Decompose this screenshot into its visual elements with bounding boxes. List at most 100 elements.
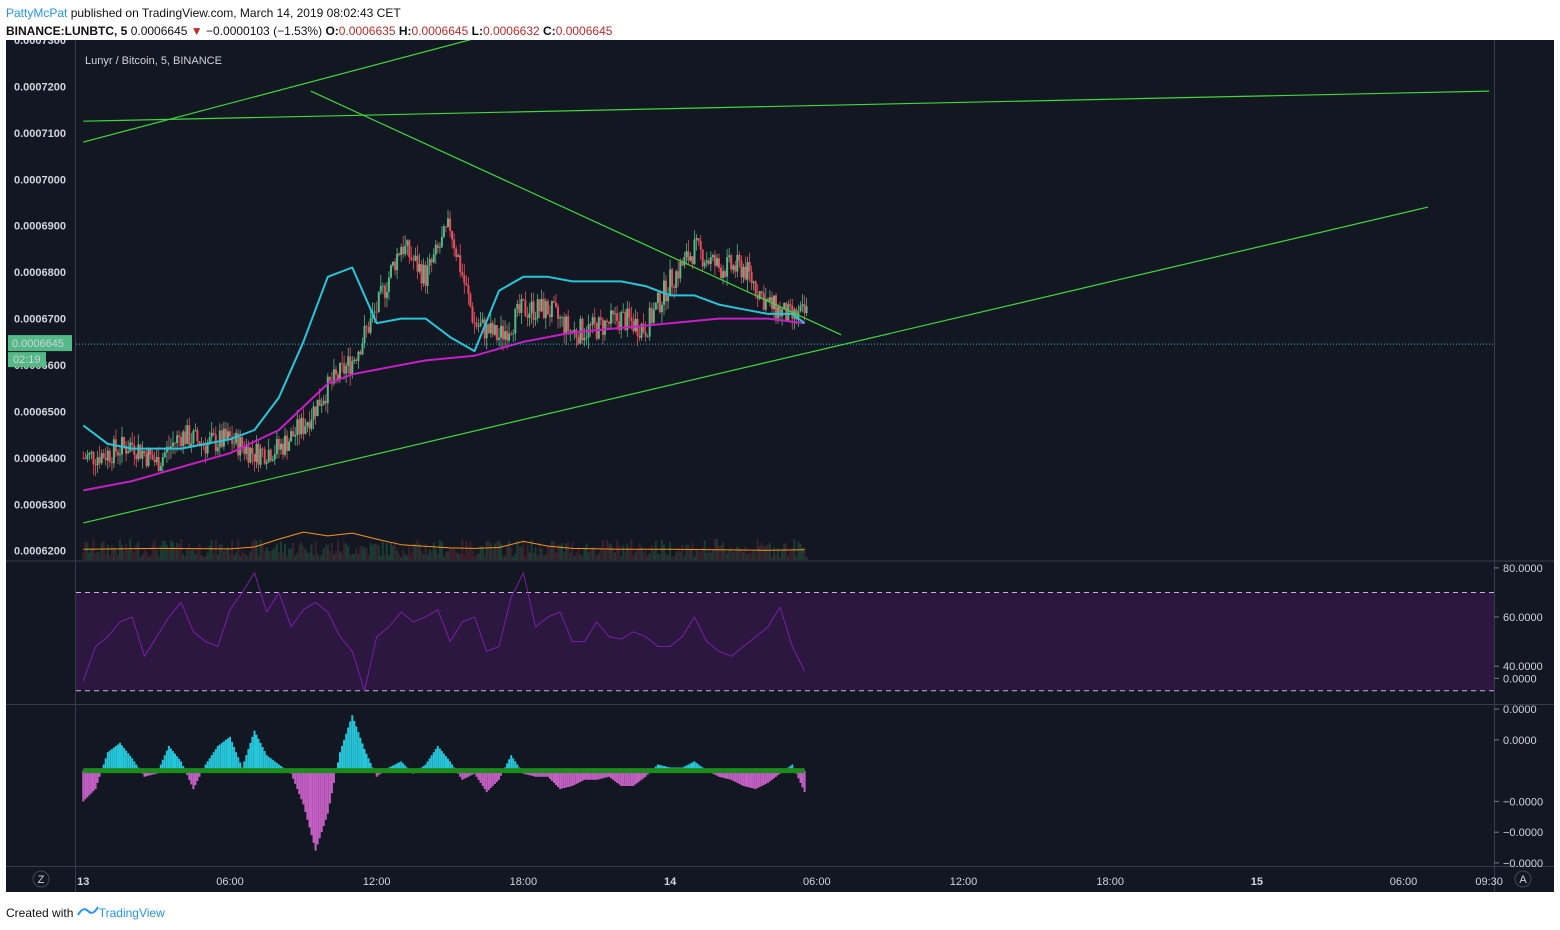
- candle-body: [465, 283, 468, 286]
- volume-bar: [477, 553, 480, 560]
- histogram-bar: [430, 755, 433, 771]
- candle-body: [404, 245, 407, 254]
- volume-bar: [339, 551, 341, 560]
- volume-bars: [82, 539, 808, 560]
- volume-bar: [565, 543, 568, 560]
- histogram-bar: [204, 764, 207, 771]
- candle-body: [149, 448, 152, 455]
- candle-body: [514, 308, 517, 334]
- candle-body: [703, 262, 706, 267]
- trendline: [83, 90, 1490, 122]
- rsi-tick-label: 80.0000: [1503, 563, 1543, 575]
- histogram-bar: [693, 761, 696, 771]
- candle-body: [379, 286, 382, 292]
- candle-body: [90, 451, 93, 453]
- candle-body: [390, 265, 392, 278]
- candle-body: [196, 430, 199, 442]
- candle-body: [131, 442, 134, 445]
- histogram-bar: [251, 736, 254, 771]
- candle-body: [141, 450, 144, 459]
- volume-bar: [644, 550, 647, 560]
- candle-body: [630, 317, 633, 321]
- volume-bar: [432, 543, 435, 560]
- histogram-bar: [546, 770, 549, 777]
- candle-body: [328, 376, 331, 381]
- volume-bar: [436, 553, 439, 560]
- volume-bar: [143, 548, 146, 560]
- histogram-bar: [165, 750, 168, 771]
- histogram-bar: [758, 770, 761, 787]
- volume-bar: [646, 556, 649, 560]
- histogram-bar: [581, 770, 584, 781]
- histogram-bar: [275, 762, 278, 771]
- volume-bar: [693, 556, 696, 560]
- candle-body: [593, 317, 596, 324]
- volume-bar: [335, 550, 337, 560]
- volume-bar: [589, 548, 592, 560]
- candle-body: [422, 264, 425, 284]
- volume-bar: [728, 550, 731, 560]
- auto-scale-button-icon[interactable]: [1514, 870, 1532, 888]
- histogram-bar: [687, 764, 690, 771]
- volume-bar: [84, 541, 87, 560]
- histogram-bar: [573, 770, 576, 785]
- volume-bar: [475, 554, 478, 560]
- candle-body: [475, 322, 478, 327]
- chart-canvas[interactable]: Lunyr / Bitcoin, 5, BINANCE 0.0007300 0.00…: [6, 40, 1554, 892]
- author-link[interactable]: PattyMcPat: [6, 6, 68, 20]
- candle-body: [343, 363, 346, 374]
- histogram-bar: [732, 770, 735, 781]
- histogram-bar: [267, 756, 270, 771]
- candle-body: [326, 376, 329, 404]
- price-change: −0.0000103 (−1.53%): [206, 24, 323, 38]
- candle-body: [263, 449, 266, 464]
- volume-bar: [302, 546, 305, 560]
- histogram-bar: [548, 770, 551, 779]
- candle-body: [758, 291, 761, 299]
- histogram-bar: [255, 734, 258, 771]
- volume-bar: [752, 550, 755, 560]
- candle-body: [616, 313, 619, 322]
- tradingview-link[interactable]: TradingView: [98, 906, 165, 920]
- candle-body: [799, 305, 802, 312]
- candle-body: [762, 293, 765, 310]
- volume-bar: [414, 543, 417, 560]
- volume-bar: [328, 551, 331, 560]
- volume-bar: [618, 545, 621, 560]
- volume-bar: [398, 553, 401, 560]
- candle-body: [86, 454, 89, 459]
- histogram-bar: [489, 770, 492, 788]
- histogram-bar: [263, 751, 266, 771]
- candle-body: [420, 264, 423, 284]
- histogram-bar: [583, 770, 586, 780]
- volume-bar: [381, 540, 384, 560]
- volume-bar: [634, 551, 637, 560]
- histogram-bar: [245, 755, 248, 771]
- volume-bar: [426, 554, 429, 560]
- candle-body: [599, 317, 602, 320]
- time-tick-label: 06:00: [1390, 876, 1418, 888]
- volume-bar: [699, 551, 702, 560]
- volume-bar: [632, 555, 635, 560]
- candle-body: [524, 300, 527, 316]
- histogram-bar: [726, 770, 729, 779]
- candle-body: [555, 302, 557, 307]
- zoom-button-icon[interactable]: [32, 870, 50, 888]
- candle-body: [194, 430, 197, 431]
- candle-body: [605, 320, 608, 322]
- candle-body: [306, 422, 309, 427]
- histogram-bar: [498, 770, 500, 780]
- volume-bar: [337, 540, 339, 560]
- volume-bar: [277, 552, 280, 560]
- volume-bar: [169, 540, 172, 560]
- histogram-bar: [510, 755, 513, 771]
- histogram-bar: [477, 770, 480, 780]
- candle-body: [567, 316, 570, 332]
- volume-bar: [524, 556, 527, 560]
- histogram-bar: [224, 739, 227, 771]
- candle-body: [789, 304, 792, 306]
- volume-bar: [94, 553, 97, 560]
- histogram-bar: [685, 765, 688, 771]
- volume-bar: [601, 540, 604, 560]
- volume-bar: [257, 555, 260, 560]
